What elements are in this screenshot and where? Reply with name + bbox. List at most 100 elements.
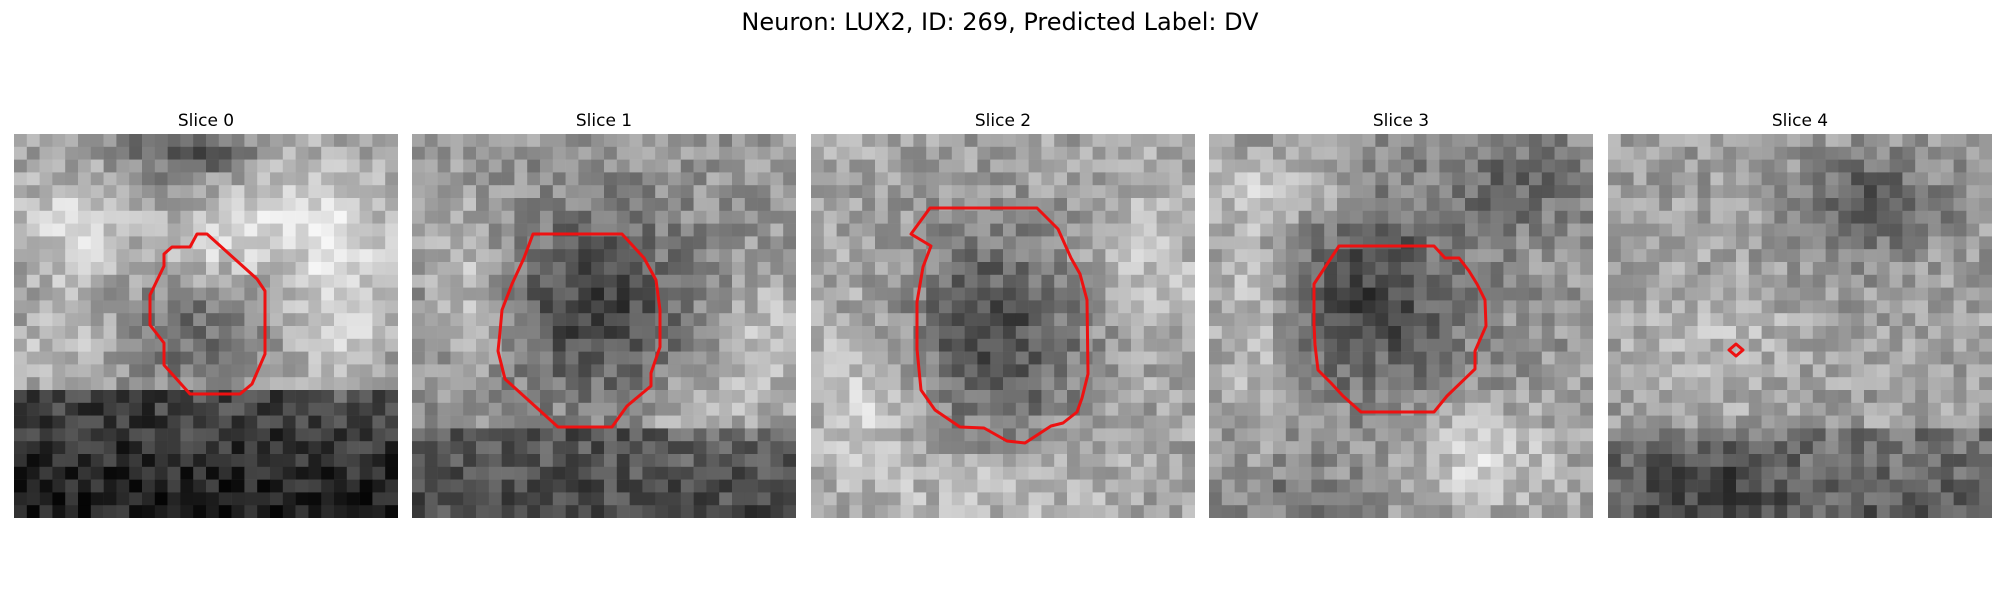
pixel [1979,223,1992,237]
pixel [1324,390,1338,404]
pixel [129,262,143,276]
pixel [78,159,92,173]
pixel [1761,249,1775,263]
pixel [1413,351,1427,365]
pixel [1465,210,1479,224]
pixel [1285,466,1299,480]
pixel [39,351,53,365]
pixel [770,351,784,365]
pixel [1979,236,1992,250]
pixel [1646,326,1660,340]
slice-title: Slice 3 [1372,111,1430,131]
pixel [103,198,117,212]
pixel [1156,505,1170,518]
pixel [424,351,438,365]
pixel [1541,326,1555,340]
pixel [540,146,554,160]
pixel [1889,210,1903,224]
pixel [900,428,914,442]
pixel [1452,210,1466,224]
pixel [1079,198,1093,212]
pixel [65,351,79,365]
pixel [1221,505,1235,518]
pixel [372,287,386,301]
pixel [1079,172,1093,186]
pixel [629,415,643,429]
pixel [308,300,322,314]
pixel [476,159,490,173]
pixel [501,454,515,468]
pixel [129,146,143,160]
pixel [1915,402,1929,416]
pixel [939,159,953,173]
pixel [1003,402,1017,416]
pixel [887,236,901,250]
pixel [823,377,837,391]
pixel [90,300,104,314]
pixel [244,198,258,212]
pixel [437,300,451,314]
pixel [732,377,746,391]
pixel [1851,210,1865,224]
pixel [642,172,656,186]
pixel [1143,402,1157,416]
pixel [604,134,618,148]
pixel [1541,402,1555,416]
pixel [1659,313,1673,327]
pixel [476,505,490,518]
pixel [359,134,373,148]
pixel [26,185,40,199]
pixel [1787,351,1801,365]
pixel [1554,313,1568,327]
pixel [39,223,53,237]
pixel [951,377,965,391]
pixel [1015,466,1029,480]
pixel [488,364,502,378]
pixel [231,300,245,314]
pixel [1182,351,1195,365]
pixel [1143,351,1157,365]
pixel [1092,287,1106,301]
pixel [693,287,707,301]
pixel [1554,210,1568,224]
pixel [142,402,156,416]
pixel [1554,146,1568,160]
pixel [385,223,398,237]
pixel [1851,274,1865,288]
pixel [103,454,117,468]
pixel [231,377,245,391]
pixel [1838,262,1852,276]
pixel [1337,249,1351,263]
pixel [385,172,398,186]
pixel [862,287,876,301]
pixel [1889,377,1903,391]
pixel [1003,364,1017,378]
pixel [1902,402,1916,416]
pixel [1143,198,1157,212]
pixel [1851,428,1865,442]
pixel [1516,249,1530,263]
pixel [1028,338,1042,352]
pixel [1748,236,1762,250]
pixel [1979,479,1992,493]
pixel [1362,454,1376,468]
pixel [308,402,322,416]
pixel [1838,300,1852,314]
pixel [1015,274,1029,288]
pixel [1567,236,1581,250]
pixel [1838,159,1852,173]
pixel [939,249,953,263]
pixel [1169,390,1183,404]
pixel [90,492,104,506]
pixel [1761,172,1775,186]
pixel [1401,364,1415,378]
pixel [1529,172,1543,186]
pixel [1477,262,1491,276]
pixel [1736,172,1750,186]
pixel [1697,326,1711,340]
pixel [977,134,991,148]
pixel [900,262,914,276]
pixel [463,249,477,263]
pixel [1710,364,1724,378]
pixel [744,338,758,352]
